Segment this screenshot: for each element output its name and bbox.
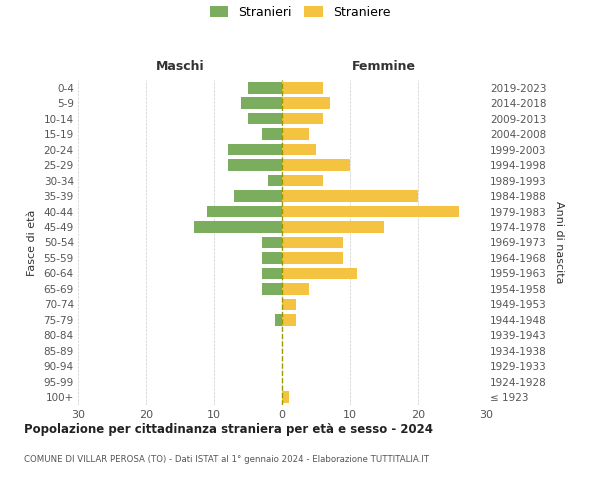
Bar	[282, 160, 350, 171]
Bar	[194, 221, 282, 233]
Bar	[282, 236, 343, 248]
Bar	[282, 113, 323, 124]
Bar	[235, 190, 282, 202]
Bar	[282, 298, 296, 310]
Text: Maschi: Maschi	[155, 60, 205, 74]
Bar	[275, 314, 282, 326]
Bar	[262, 283, 282, 294]
Bar	[282, 128, 309, 140]
Bar	[227, 144, 282, 156]
Bar	[268, 175, 282, 186]
Bar	[227, 160, 282, 171]
Bar	[282, 175, 323, 186]
Bar	[282, 206, 459, 218]
Bar	[282, 314, 296, 326]
Legend: Stranieri, Straniere: Stranieri, Straniere	[205, 1, 395, 24]
Bar	[282, 221, 384, 233]
Bar	[262, 252, 282, 264]
Bar	[282, 268, 357, 280]
Text: Popolazione per cittadinanza straniera per età e sesso - 2024: Popolazione per cittadinanza straniera p…	[24, 422, 433, 436]
Bar	[248, 113, 282, 124]
Text: Femmine: Femmine	[352, 60, 416, 74]
Bar	[282, 144, 316, 156]
Bar	[282, 252, 343, 264]
Bar	[282, 283, 309, 294]
Bar	[262, 236, 282, 248]
Bar	[241, 98, 282, 109]
Bar	[248, 82, 282, 94]
Bar	[207, 206, 282, 218]
Bar	[282, 82, 323, 94]
Bar	[282, 190, 418, 202]
Y-axis label: Fasce di età: Fasce di età	[26, 210, 37, 276]
Bar	[262, 128, 282, 140]
Text: COMUNE DI VILLAR PEROSA (TO) - Dati ISTAT al 1° gennaio 2024 - Elaborazione TUTT: COMUNE DI VILLAR PEROSA (TO) - Dati ISTA…	[24, 455, 429, 464]
Bar	[282, 392, 289, 403]
Bar	[282, 98, 329, 109]
Y-axis label: Anni di nascita: Anni di nascita	[554, 201, 563, 284]
Bar	[262, 268, 282, 280]
